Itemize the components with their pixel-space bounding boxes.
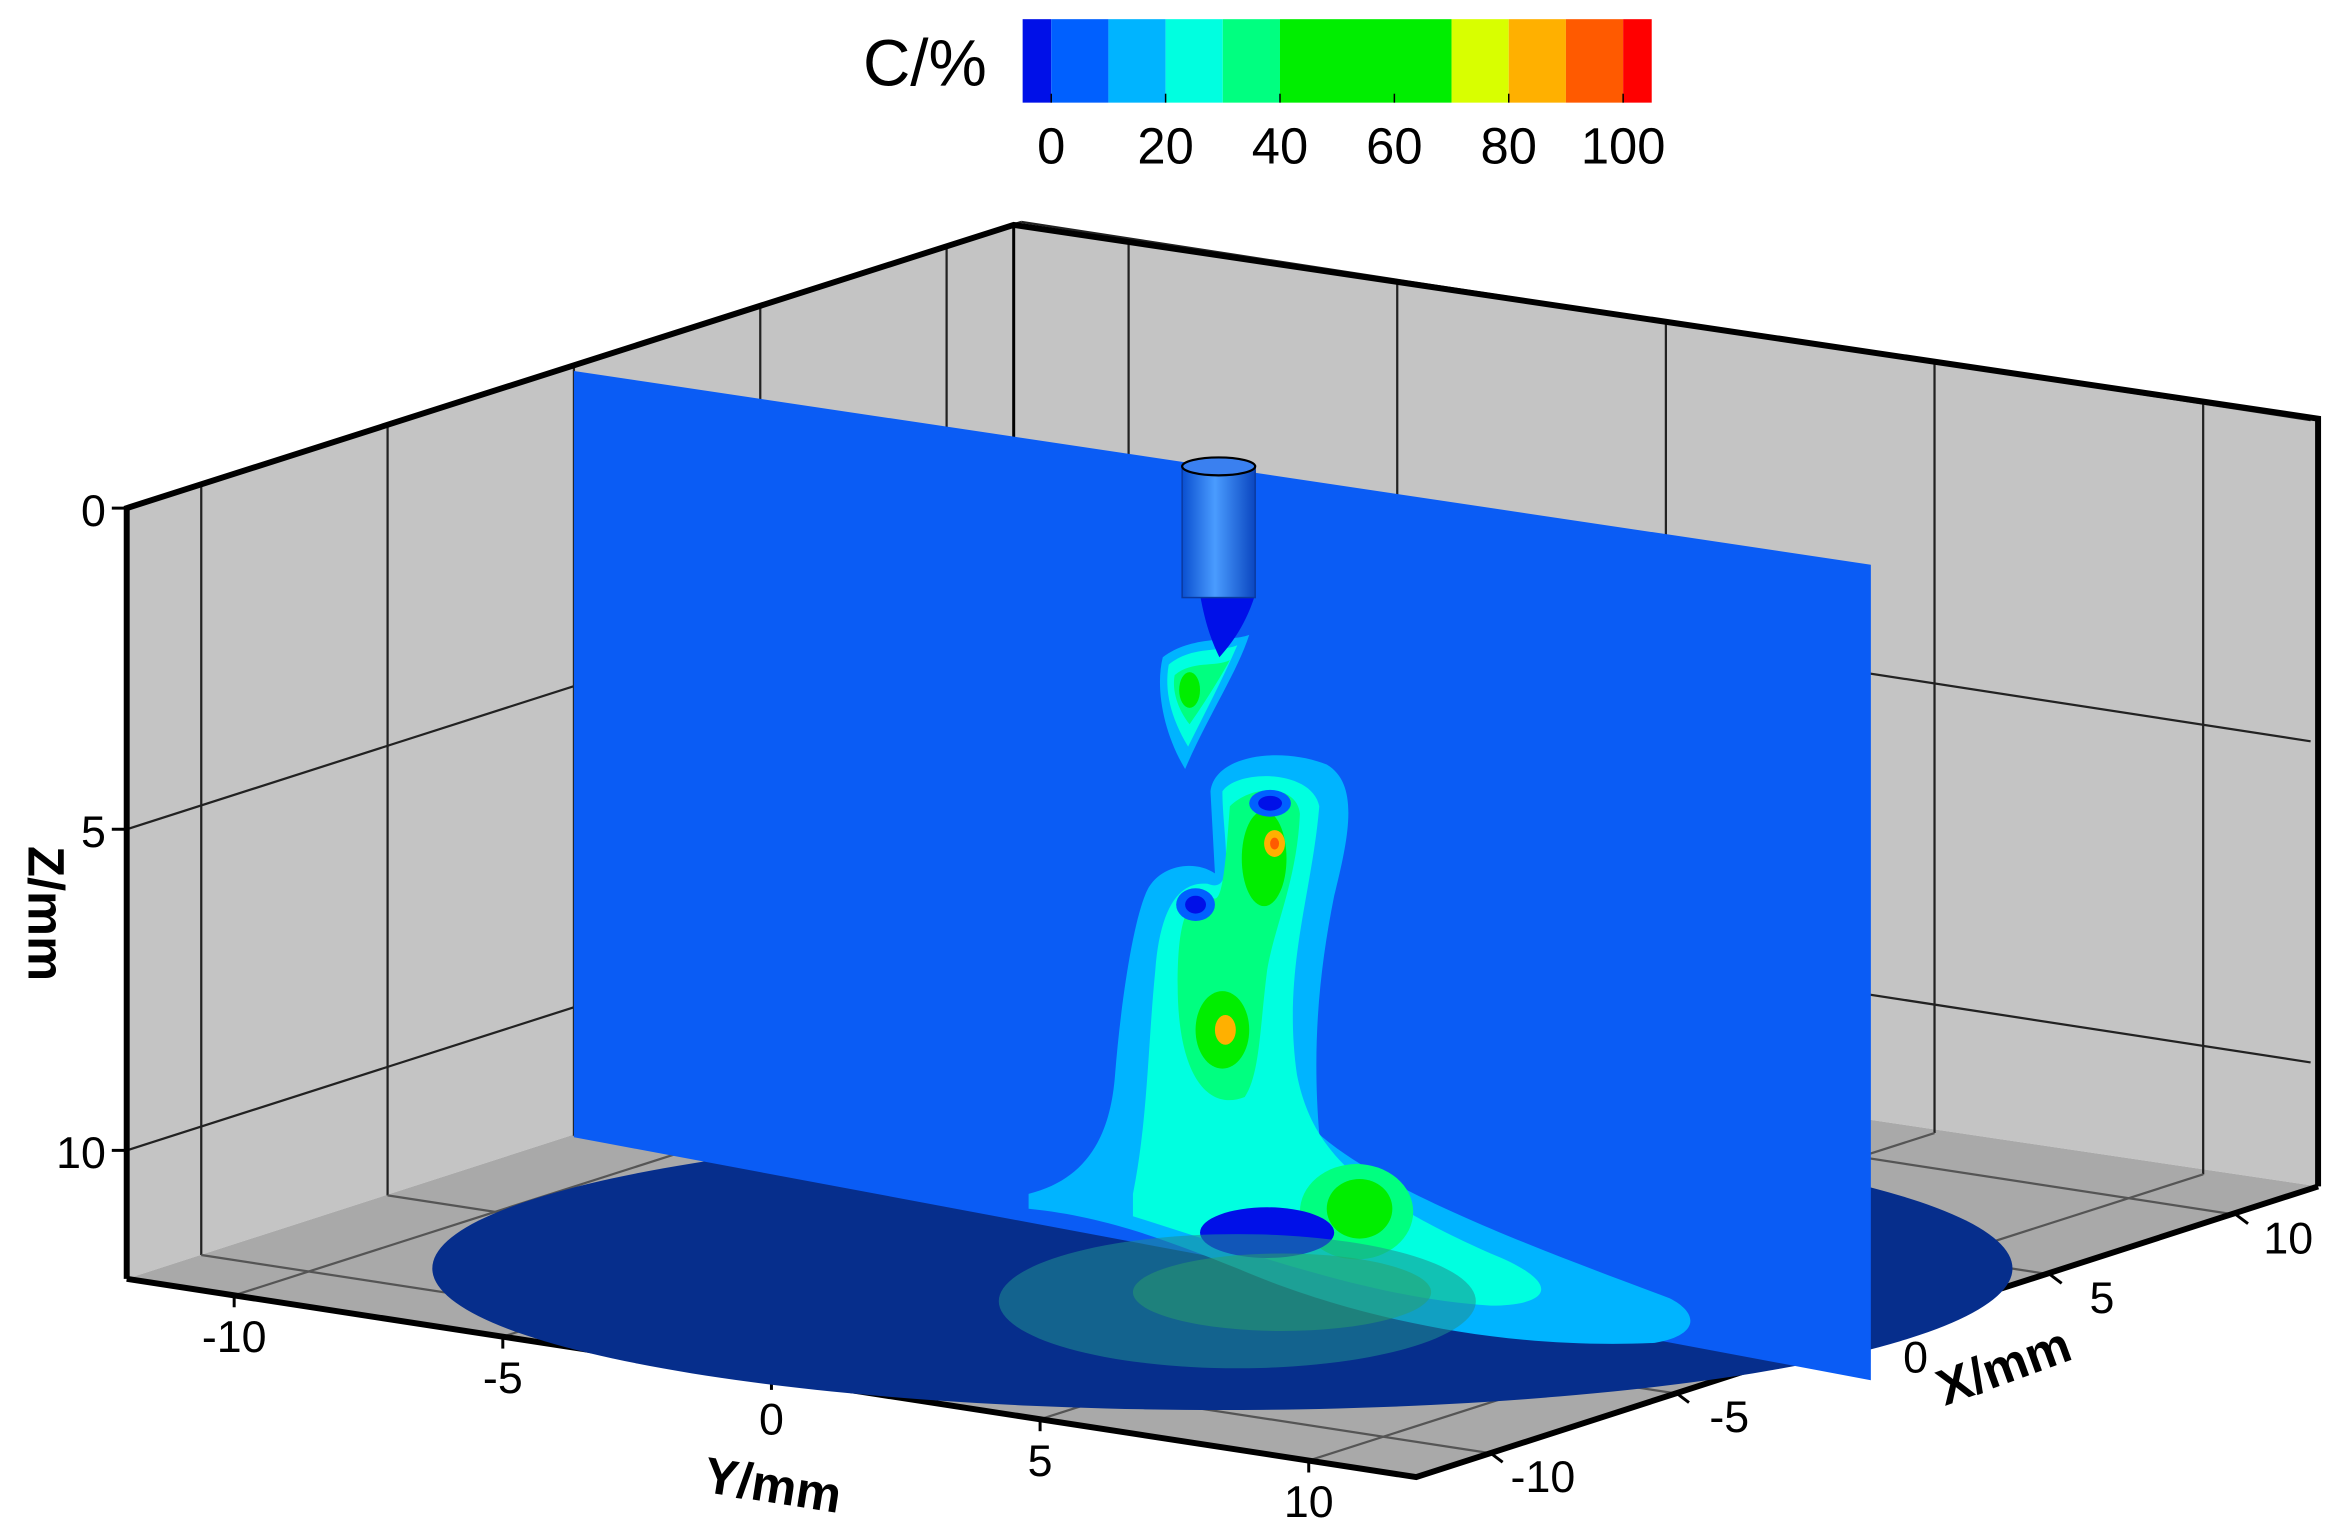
colorbar: C/% 0 20 40 60 80 100 <box>863 19 1665 175</box>
colorbar-segment <box>1222 19 1280 103</box>
y-tick-label: 10 <box>1284 1478 1334 1527</box>
colorbar-segment <box>1279 19 1452 103</box>
box-edge <box>126 1183 2319 1481</box>
y-tick-label: -10 <box>202 1313 267 1362</box>
colorbar-segment <box>1451 19 1509 103</box>
x-tick-label: 5 <box>2089 1274 2114 1323</box>
colorbar-title: C/% <box>863 27 987 100</box>
colorbar-segment <box>1165 19 1223 103</box>
contour-band <box>1179 672 1201 708</box>
floor-contour <box>1132 1253 1432 1332</box>
contour-band <box>1241 810 1287 907</box>
colorbar-tick-label: 100 <box>1581 118 1666 175</box>
nozzle <box>1181 456 1257 599</box>
colorbar-segment <box>1565 19 1624 103</box>
tick-mark <box>2048 1273 2063 1285</box>
x-tick-label: -5 <box>1709 1393 1749 1442</box>
colorbar-segment <box>1022 19 1052 103</box>
nozzle-body <box>1181 465 1256 599</box>
y-axis-title: Y/mm <box>700 1446 845 1524</box>
colorbar-segment <box>1623 19 1652 103</box>
nozzle-top <box>1181 456 1257 477</box>
colorbar-tick-label: 60 <box>1366 118 1422 175</box>
contour-band <box>1270 837 1280 850</box>
tick-mark <box>2235 1213 2249 1225</box>
colorbar-tick-label: 20 <box>1137 118 1193 175</box>
x-tick-label: 0 <box>1903 1334 1928 1383</box>
z-tick-label: 10 <box>56 1129 106 1178</box>
z-tick-label: 5 <box>81 808 106 857</box>
y-tick-label: 0 <box>759 1395 784 1444</box>
z-tick-label: 0 <box>81 487 106 536</box>
colorbar-segment <box>1108 19 1166 103</box>
contour-band <box>1258 795 1283 811</box>
colorbar-tick-label: 80 <box>1481 118 1537 175</box>
contour-band <box>1185 895 1206 914</box>
z-axis-title: Z/mm <box>17 846 74 981</box>
x-tick-label: 10 <box>2263 1214 2313 1263</box>
y-tick-label: -5 <box>483 1354 523 1403</box>
colorbar-tick-label: 0 <box>1037 118 1065 175</box>
y-tick-label: 5 <box>1028 1437 1053 1486</box>
x-axis-title: X/mm <box>1929 1316 2078 1417</box>
colorbar-tick-label: 40 <box>1252 118 1308 175</box>
contour-band <box>1326 1178 1393 1239</box>
x-tick-label: -10 <box>1511 1453 1576 1502</box>
plume <box>1028 594 1691 1344</box>
colorbar-segment <box>1051 19 1109 103</box>
contour-band <box>1214 1014 1236 1045</box>
colorbar-segment <box>1508 19 1566 103</box>
jet <box>1200 594 1256 658</box>
